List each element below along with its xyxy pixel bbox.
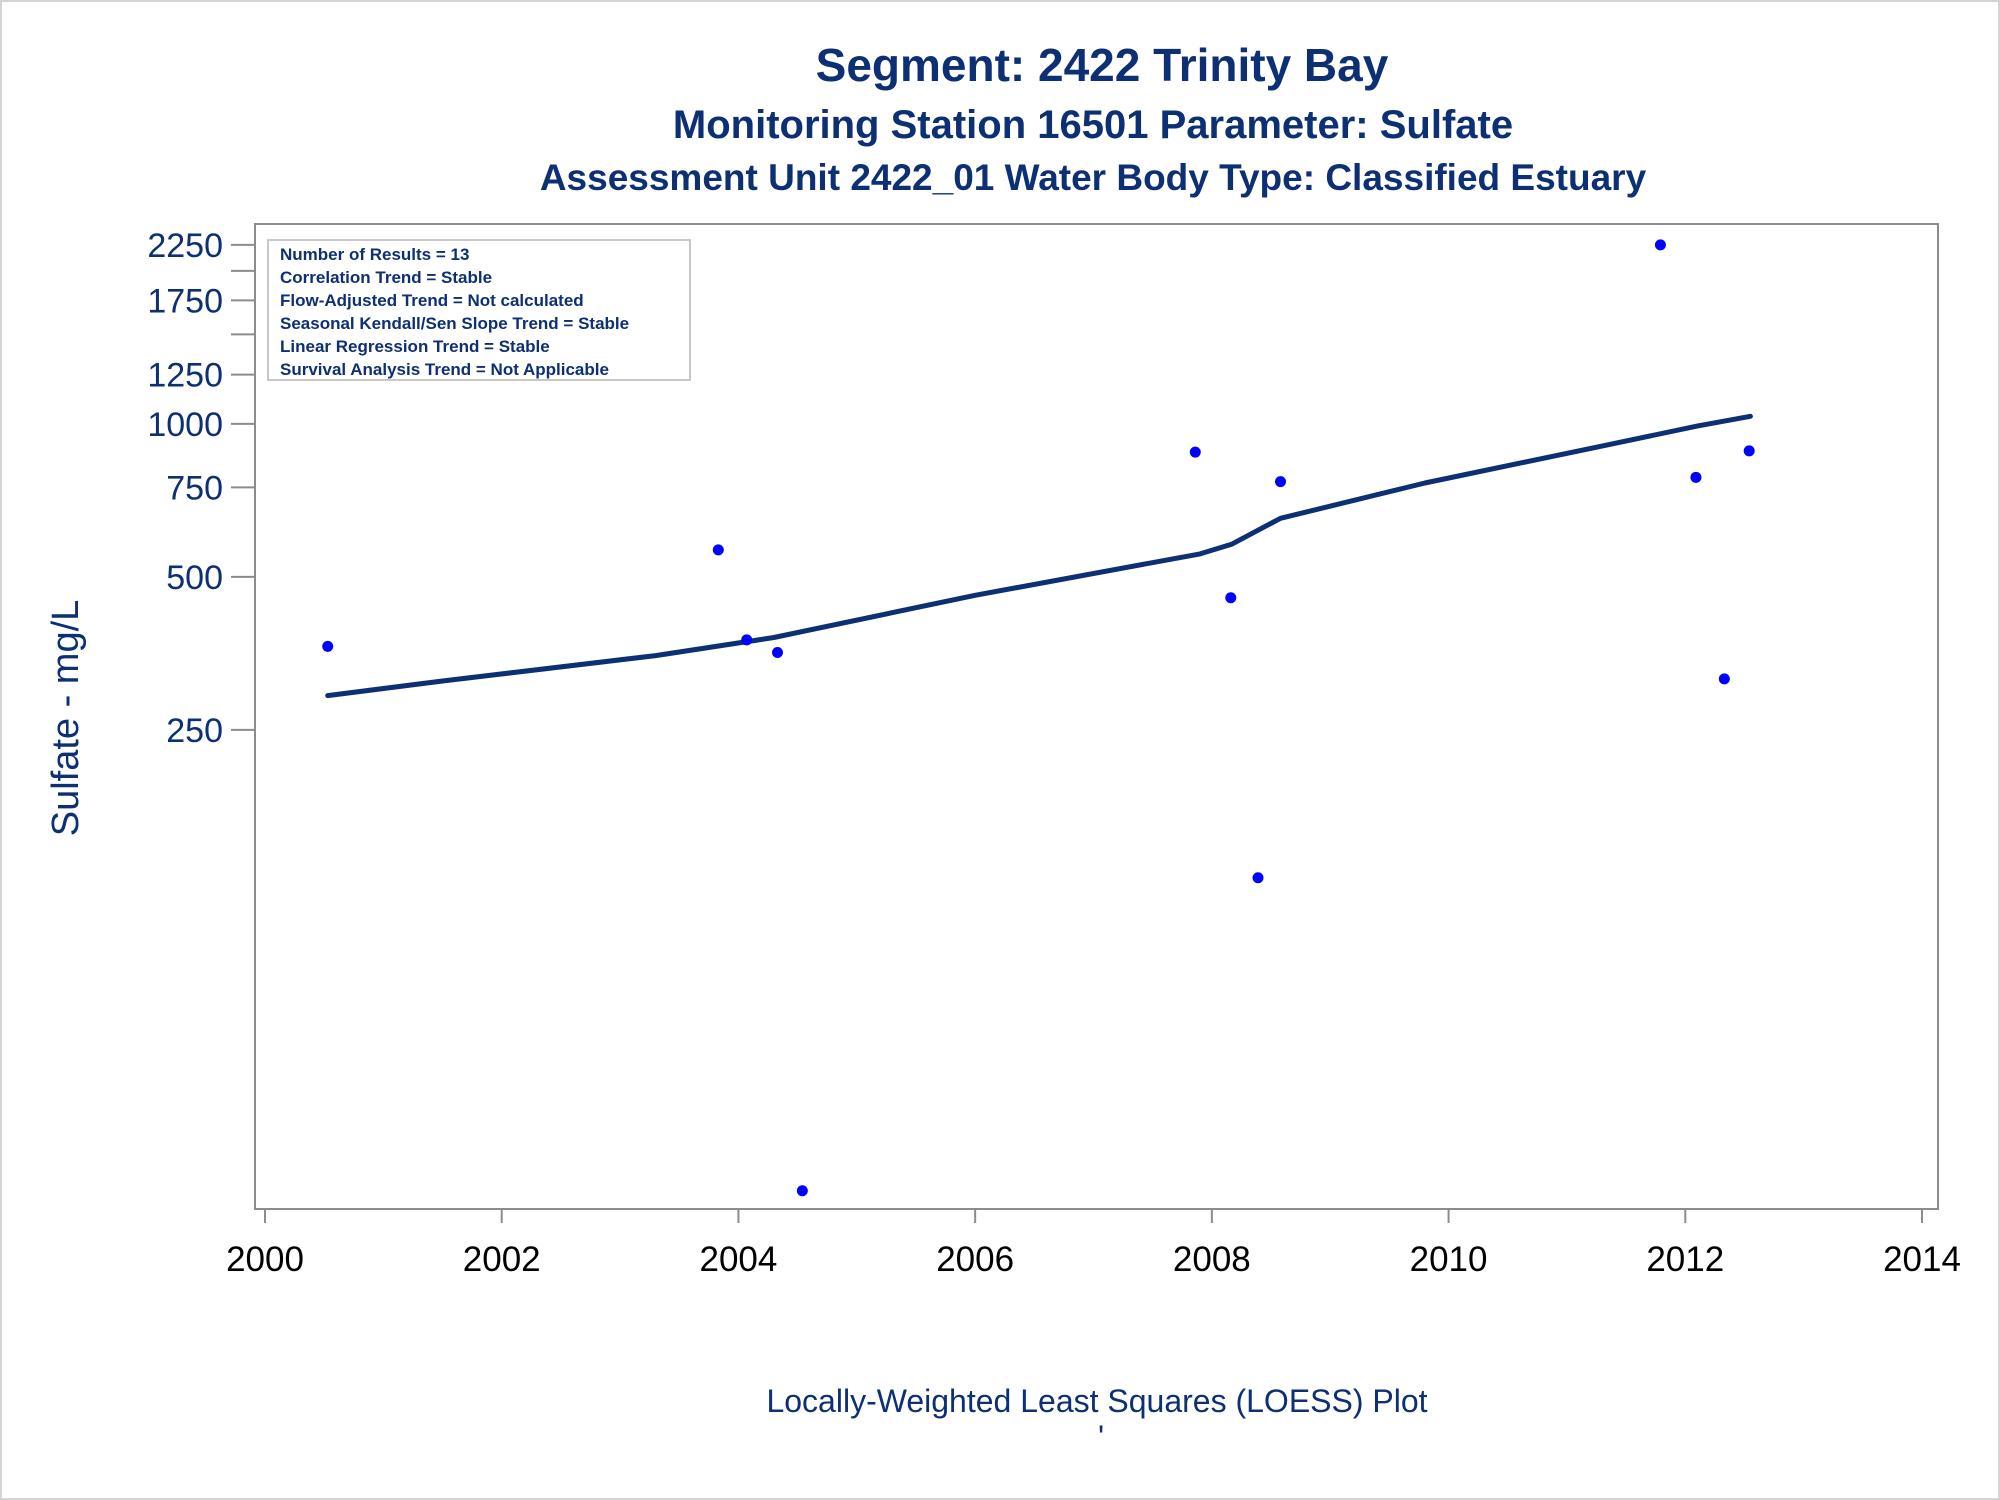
legend-line: Flow-Adjusted Trend = Not calculated xyxy=(280,291,584,310)
data-point xyxy=(741,634,753,646)
chart-subtitle: Monitoring Station 16501 Parameter: Sulf… xyxy=(673,103,1513,147)
legend-line: Survival Analysis Trend = Not Applicable xyxy=(280,360,609,379)
x-tick-label: 2008 xyxy=(1173,1240,1251,1279)
data-point xyxy=(771,647,783,659)
data-point xyxy=(1189,446,1201,458)
y-tick-label: 1000 xyxy=(147,406,223,444)
data-point xyxy=(1275,476,1287,488)
x-tick-label: 2000 xyxy=(226,1240,304,1279)
chart-subtitle-2: Assessment Unit 2422_01 Water Body Type:… xyxy=(540,157,1647,198)
legend-line: Seasonal Kendall/Sen Slope Trend = Stabl… xyxy=(280,314,629,333)
x-tick-label: 2010 xyxy=(1410,1240,1488,1279)
data-point xyxy=(1743,445,1755,457)
data-point xyxy=(1654,239,1666,251)
legend: Number of Results = 13 Correlation Trend… xyxy=(267,239,691,381)
footnote-mark: ' xyxy=(1098,1419,1104,1455)
data-point xyxy=(1252,872,1264,884)
y-axis-label: Sulfate - mg/L xyxy=(45,600,87,837)
x-tick-label: 2004 xyxy=(699,1240,777,1279)
series-layer xyxy=(322,239,1755,1197)
y-tick-label: 500 xyxy=(166,559,223,597)
data-point xyxy=(796,1185,808,1197)
y-axis: 250 500 750 1000 1250 1750 2250 xyxy=(147,227,255,750)
data-point xyxy=(712,544,724,556)
legend-line: Number of Results = 13 xyxy=(280,245,469,264)
y-tick-label: 2250 xyxy=(147,227,223,265)
x-tick-label: 2002 xyxy=(463,1240,541,1279)
x-tick-label: 2006 xyxy=(936,1240,1014,1279)
legend-box xyxy=(267,239,691,381)
loess-trend-line xyxy=(325,413,1753,699)
y-tick-label: 750 xyxy=(166,469,223,507)
legend-line: Correlation Trend = Stable xyxy=(280,268,492,287)
x-tick-label: 2012 xyxy=(1646,1240,1724,1279)
x-axis-label: Locally-Weighted Least Squares (LOESS) P… xyxy=(766,1383,1427,1419)
legend-line: Linear Regression Trend = Stable xyxy=(280,337,550,356)
x-axis: 2000 2002 2004 2006 2008 2010 2012 2014 xyxy=(226,1209,1961,1279)
y-tick-label: 250 xyxy=(166,712,223,750)
data-point xyxy=(1225,592,1237,604)
chart-title: Segment: 2422 Trinity Bay xyxy=(816,39,1389,91)
data-point xyxy=(1718,673,1730,685)
x-tick-label: 2014 xyxy=(1883,1240,1961,1279)
y-tick-label: 1250 xyxy=(147,357,223,395)
data-point xyxy=(1690,471,1702,483)
y-tick-label: 1750 xyxy=(147,282,223,320)
data-point xyxy=(322,640,334,652)
plot-area xyxy=(254,223,1939,1210)
